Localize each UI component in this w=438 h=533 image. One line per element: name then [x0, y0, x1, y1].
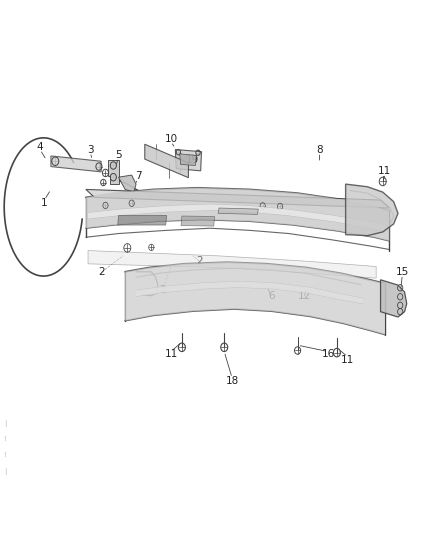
Text: 12: 12	[297, 290, 311, 301]
Polygon shape	[175, 150, 201, 171]
Text: |: |	[4, 420, 7, 427]
Polygon shape	[218, 208, 258, 214]
Text: 6: 6	[268, 290, 275, 301]
Polygon shape	[136, 281, 363, 304]
Polygon shape	[180, 154, 196, 165]
Text: 2: 2	[196, 256, 203, 266]
Text: 16: 16	[321, 349, 335, 359]
Text: 4: 4	[37, 142, 43, 152]
Polygon shape	[119, 175, 136, 192]
Polygon shape	[381, 280, 407, 317]
Text: 7: 7	[135, 171, 141, 181]
Polygon shape	[181, 216, 215, 226]
Polygon shape	[118, 215, 166, 225]
Text: 11: 11	[378, 166, 392, 176]
Polygon shape	[346, 184, 398, 236]
Text: !: !	[4, 452, 7, 458]
Text: 19: 19	[186, 155, 199, 165]
Text: 15: 15	[396, 267, 409, 277]
Text: 5: 5	[115, 150, 122, 160]
Polygon shape	[86, 189, 389, 208]
Text: 11: 11	[341, 354, 354, 365]
Text: 8: 8	[316, 144, 323, 155]
Text: 3: 3	[87, 144, 93, 155]
Text: 2: 2	[98, 267, 104, 277]
Polygon shape	[88, 204, 385, 231]
Text: 10: 10	[164, 134, 177, 144]
Text: 11: 11	[164, 349, 177, 359]
Polygon shape	[88, 251, 376, 278]
Text: 1: 1	[41, 198, 48, 208]
Polygon shape	[51, 156, 101, 172]
Polygon shape	[125, 262, 385, 335]
Text: !: !	[4, 437, 7, 442]
Polygon shape	[86, 188, 389, 241]
Polygon shape	[108, 160, 119, 184]
Polygon shape	[145, 144, 188, 177]
Text: |: |	[4, 467, 7, 475]
Text: 18: 18	[226, 376, 239, 386]
Text: 2: 2	[159, 286, 166, 295]
